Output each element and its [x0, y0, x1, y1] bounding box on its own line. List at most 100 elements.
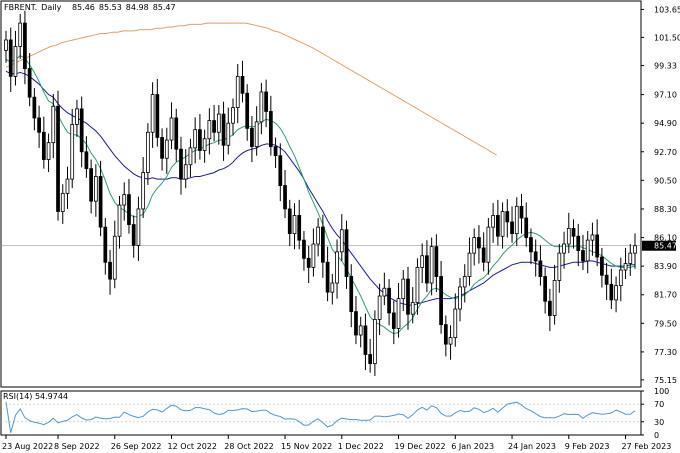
candle-body: [51, 105, 56, 144]
candle-body: [382, 287, 387, 297]
price-tick-label: 90.50: [654, 176, 677, 185]
candle-body: [112, 235, 117, 280]
candle-body: [377, 295, 382, 320]
candle-body: [557, 252, 562, 281]
candle-body: [65, 178, 70, 194]
header-low: 84.98: [125, 3, 149, 12]
candle-body: [552, 280, 557, 316]
candle-body: [235, 75, 240, 108]
price-tick-label: 83.90: [654, 262, 677, 271]
candle-body: [46, 142, 51, 160]
date-tick-label: 24 Jan 2023: [508, 442, 556, 451]
candle-body: [533, 251, 538, 262]
candle-body: [193, 129, 198, 149]
candle-body: [368, 354, 373, 365]
candle-body: [311, 243, 316, 268]
candle-body: [633, 245, 637, 254]
candle-body: [202, 138, 207, 151]
candle-body: [524, 217, 529, 238]
last-price-label: 85.47: [654, 242, 677, 251]
candle-body: [505, 211, 510, 223]
candle-body: [79, 108, 84, 153]
candle-body: [183, 164, 188, 180]
candle-body: [287, 208, 292, 235]
candle-body: [75, 108, 79, 125]
candle-body: [529, 237, 533, 253]
ma-slow-line: [5, 70, 635, 306]
candle-body: [396, 298, 401, 329]
candle-body: [514, 205, 519, 235]
candle-body: [89, 168, 93, 202]
candle-body: [339, 229, 344, 253]
candle-body: [174, 117, 179, 150]
date-tick-label: 6 Jan 2023: [451, 442, 494, 451]
candle-body: [146, 131, 150, 173]
candle-body: [401, 278, 406, 300]
candle-body: [420, 255, 425, 268]
candle-body: [302, 239, 306, 259]
candle-body: [495, 215, 500, 237]
price-tick-label: 97.10: [654, 91, 677, 100]
date-tick-label: 27 Feb 2023: [622, 442, 672, 451]
candle-body: [283, 185, 287, 210]
rsi-frame: [0, 390, 642, 436]
candle-body: [618, 269, 623, 287]
candle-body: [84, 151, 89, 170]
candle-body: [141, 172, 146, 210]
header-close: 85.47: [152, 3, 176, 12]
symbol-name: FBRENT. Daily: [4, 3, 62, 12]
candle-body: [231, 107, 235, 124]
candle-body: [576, 235, 581, 251]
candle-body: [188, 147, 193, 166]
date-tick-label: 23 Aug 2022: [2, 442, 53, 451]
date-tick-label: 8 Sep 2022: [54, 442, 100, 451]
candle-body: [538, 260, 543, 277]
candle-body: [316, 226, 321, 245]
candle-body: [18, 22, 23, 47]
candle-body: [510, 221, 514, 235]
candle-body: [344, 229, 349, 277]
candle-body: [453, 308, 458, 339]
rsi-line: [5, 401, 636, 433]
candle-body: [127, 194, 131, 225]
candle-body: [585, 239, 590, 262]
candle-body: [131, 224, 136, 246]
header-open: 85.46: [71, 3, 95, 12]
candle-body: [462, 276, 467, 288]
ma-fast-line: [5, 54, 636, 335]
candle-body: [117, 204, 122, 237]
date-tick-label: 12 Oct 2022: [168, 442, 217, 451]
candle-body: [93, 176, 98, 202]
price-tick-label: 101.50: [654, 33, 680, 42]
price-tick-label: 75.15: [654, 376, 677, 385]
candle-body: [23, 22, 27, 69]
candle-body: [609, 283, 614, 301]
candle-body: [410, 302, 415, 315]
candle-body: [448, 337, 453, 345]
candle-body: [212, 120, 216, 133]
candle-body: [600, 256, 604, 276]
candle-body: [562, 243, 566, 254]
rsi-tick-label: 100: [654, 387, 669, 396]
candle-body: [477, 237, 481, 249]
candle-body: [481, 247, 486, 263]
price-tick-label: 103.65: [654, 5, 680, 14]
rsi-tick-label: 30: [654, 418, 664, 427]
candle-body: [278, 155, 283, 186]
rsi-label: RSI(14) 54.9744: [3, 392, 69, 401]
date-tick-label: 26 Sep 2022: [111, 442, 162, 451]
candle-body: [320, 226, 325, 263]
candle-body: [250, 127, 254, 147]
candle-body: [425, 255, 429, 284]
candle-body: [103, 226, 108, 263]
candle-body: [548, 300, 552, 316]
candle-body: [543, 276, 548, 302]
candle-body: [240, 75, 245, 94]
rsi-tick-label: 70: [654, 400, 664, 409]
candle-body: [216, 113, 221, 133]
candle-body: [160, 137, 164, 159]
candle-body: [358, 325, 363, 336]
candle-body: [164, 139, 169, 159]
candle-body: [387, 287, 391, 314]
